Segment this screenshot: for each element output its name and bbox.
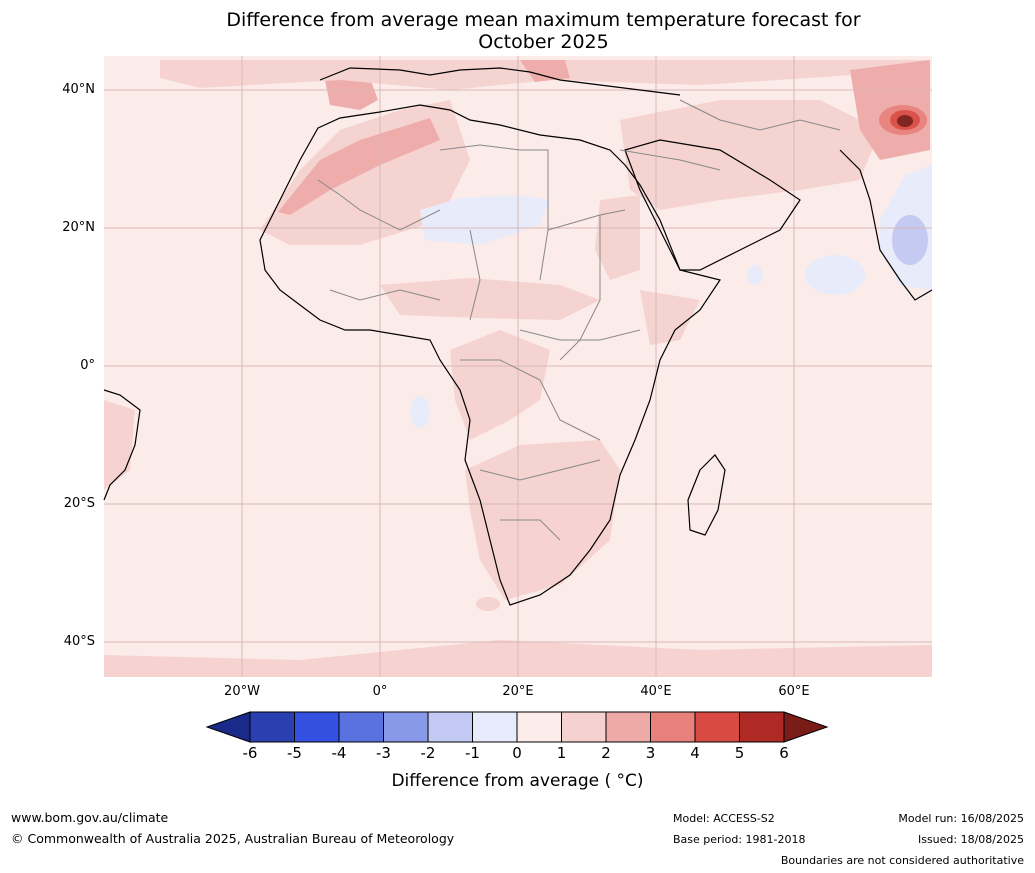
lat-tick-40s: 40°S	[63, 634, 95, 649]
footer-base-period: Base period: 1981-2018	[673, 833, 806, 846]
africa-coastline	[259, 104, 721, 606]
colorbar-arrow-left	[205, 711, 251, 743]
colorbar-arrow-right	[783, 711, 829, 743]
india-coastline	[839, 149, 933, 301]
colorbar-label: Difference from average ( °C)	[391, 771, 644, 791]
colorbar-bin-4	[383, 711, 429, 743]
anomaly-cool-arabian-sea	[805, 255, 865, 295]
anomaly-spain	[325, 78, 378, 110]
colorbar-bin-1	[249, 711, 295, 743]
map-title: Difference from average mean maximum tem…	[0, 9, 1035, 53]
colorbar-bin-5	[427, 711, 473, 743]
colorbar-bin-3	[338, 711, 384, 743]
anomaly-south-atlantic-blob	[476, 597, 500, 611]
anomaly-middle-east	[620, 100, 880, 210]
anomaly-shading	[104, 60, 932, 677]
lat-tick-20s: 20°S	[63, 496, 95, 511]
lon-tick-0: 0°	[372, 684, 388, 699]
colorbar-tick: 6	[779, 744, 789, 762]
colorbar-tick: 2	[601, 744, 611, 762]
anomaly-west-atlantic	[104, 400, 135, 490]
europe-coastline	[319, 67, 681, 96]
colorbar-bin-11	[694, 711, 740, 743]
lon-tick-40e: 40°E	[640, 684, 672, 699]
lat-tick-20n: 20°N	[62, 220, 95, 235]
anomaly-cool-india-core	[892, 215, 928, 265]
colorbar-bin-8	[561, 711, 607, 743]
anomaly-hotspot-core	[897, 115, 913, 127]
colorbar	[205, 711, 829, 743]
colorbar-tick: -5	[287, 744, 302, 762]
footer-website: www.bom.gov.au/climate	[11, 810, 169, 825]
anomaly-cool-madagascar-sw	[747, 265, 763, 285]
anomaly-cool-gulf-guinea	[410, 396, 430, 428]
anomaly-balkans	[520, 60, 570, 82]
coastlines	[103, 67, 933, 606]
arabia-coastline	[624, 139, 801, 271]
footer-model-run: Model run: 16/08/2025	[898, 812, 1024, 825]
anomaly-morocco-strong	[278, 118, 440, 215]
colorbar-bin-7	[516, 711, 562, 743]
south-america-coastline	[103, 389, 141, 501]
colorbar-tick: -3	[376, 744, 391, 762]
anomaly-east-africa	[640, 290, 700, 345]
colorbar-tick: -4	[331, 744, 347, 762]
lat-tick-40n: 40°N	[62, 82, 95, 97]
colorbar-tick: -1	[465, 744, 480, 762]
footer-copyright: © Commonwealth of Australia 2025, Austra…	[11, 831, 455, 846]
title-line-1: Difference from average mean maximum tem…	[226, 9, 861, 31]
lat-tick-0: 0°	[80, 358, 95, 373]
footer-model: Model: ACCESS-S2	[673, 812, 775, 825]
footer-disclaimer: Boundaries are not considered authoritat…	[780, 854, 1024, 867]
anomaly-sahel	[380, 278, 600, 320]
colorbar-bin-9	[605, 711, 651, 743]
gridlines	[104, 56, 932, 677]
lon-tick-20w: 20°W	[224, 684, 260, 699]
colorbar-tick: 5	[734, 744, 745, 762]
colorbar-bin-12	[739, 711, 785, 743]
madagascar-coastline	[687, 454, 726, 536]
colorbar-bin-6	[472, 711, 518, 743]
colorbar-tick: 1	[556, 744, 567, 762]
colorbar-tick: 4	[690, 744, 700, 762]
colorbar-tick: 0	[512, 744, 522, 762]
lon-tick-60e: 60°E	[778, 684, 810, 699]
anomaly-horn	[595, 195, 640, 280]
lon-tick-20e: 20°E	[502, 684, 534, 699]
colorbar-tick: -6	[242, 744, 258, 762]
footer-issued: Issued: 18/08/2025	[917, 833, 1024, 846]
colorbar-tick: -2	[420, 744, 436, 762]
colorbar-tick: 3	[645, 744, 656, 762]
anomaly-congo	[450, 330, 550, 440]
colorbar-bin-2	[294, 711, 340, 743]
country-borders	[317, 99, 841, 541]
colorbar-bin-10	[650, 711, 696, 743]
title-line-2: October 2025	[478, 31, 609, 53]
